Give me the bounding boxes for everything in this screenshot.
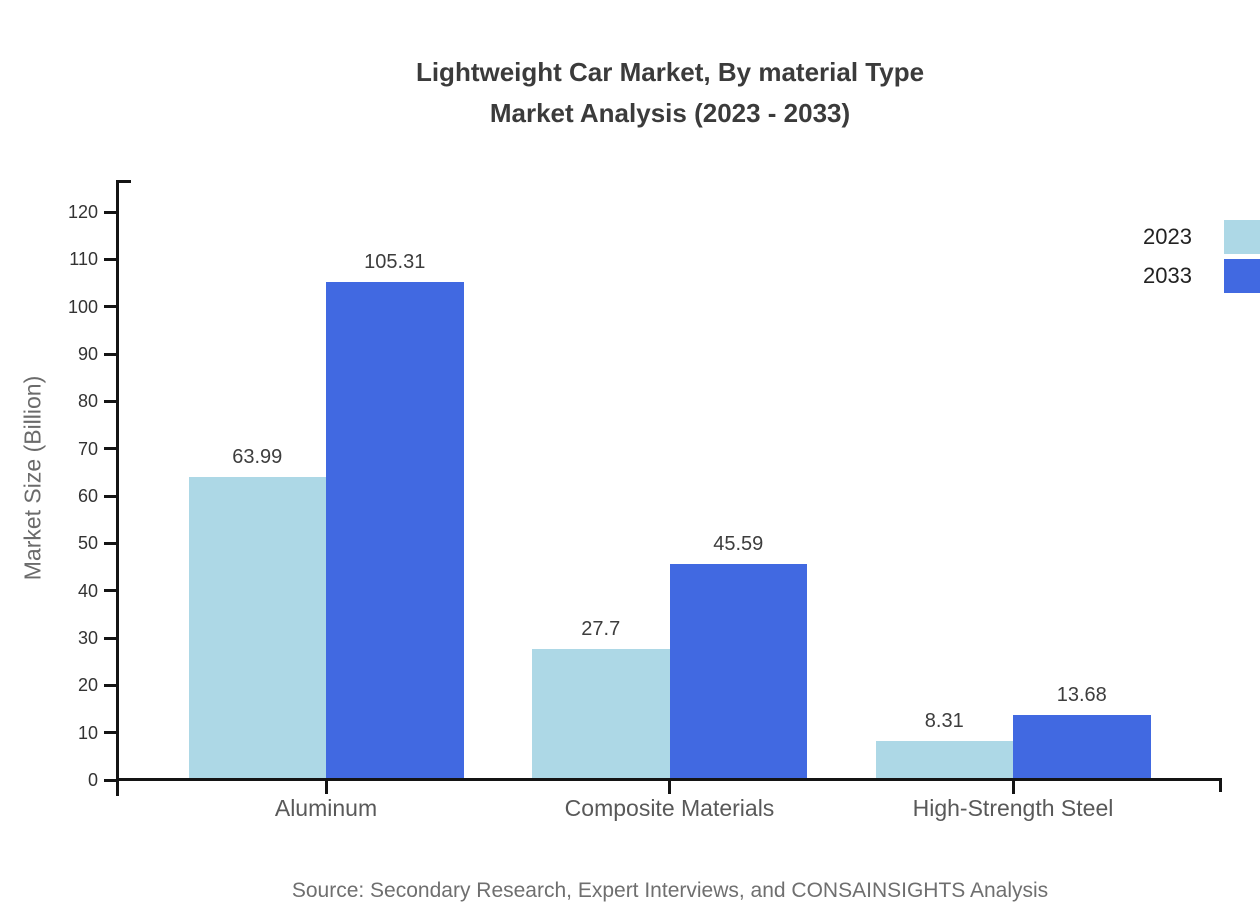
- x-category-label: Aluminum: [274, 795, 378, 821]
- y-tick-label: 60: [77, 486, 98, 506]
- x-axis-end-cap: [1219, 778, 1222, 792]
- bar-value-label: 45.59: [713, 533, 764, 556]
- bar-value-label: 105.31: [364, 250, 426, 273]
- legend-swatch-2033: [1224, 259, 1260, 293]
- y-tick-label: 50: [77, 533, 98, 554]
- y-tick-mark: [104, 541, 116, 545]
- y-tick-mark: [104, 494, 116, 498]
- y-tick-mark: [104, 399, 116, 403]
- y-tick-label: 110: [69, 249, 98, 270]
- chart-title-line2: Market Analysis (2023 - 2033): [489, 98, 851, 128]
- x-category-label: Composite Materials: [564, 795, 775, 821]
- y-tick-mark: [104, 305, 116, 309]
- y-tick-mark: [104, 683, 116, 687]
- y-tick-label: 20: [77, 675, 98, 696]
- bar-2033-high-strength-steel: [1013, 715, 1151, 780]
- legend-label-2033: 2033: [1143, 263, 1192, 288]
- legend-swatch-2023: [1224, 220, 1260, 254]
- y-tick-label: 10: [77, 722, 98, 743]
- y-tick-mark: [104, 257, 116, 261]
- y-tick-label: 120: [67, 202, 98, 222]
- chart-title-line1: Lightweight Car Market, By material Type: [415, 57, 925, 87]
- bar-2033-composite-materials: [669, 564, 807, 780]
- bar-2023-aluminum: [188, 477, 326, 780]
- y-tick-label: 30: [77, 628, 98, 648]
- x-tick-mark: [324, 781, 328, 794]
- bar-2033-aluminum: [326, 281, 464, 780]
- chart-title: Lightweight Car Market, By material Type…: [80, 52, 1260, 134]
- bar-value-label: 8.31: [924, 709, 964, 732]
- x-axis-line: [116, 778, 1222, 781]
- y-tick-label: 40: [77, 580, 98, 601]
- y-axis-top-cap: [119, 180, 131, 183]
- y-tick-label: 0: [87, 770, 98, 790]
- x-category-label: High-Strength Steel: [912, 795, 1114, 821]
- bar-value-label: 27.7: [581, 617, 621, 640]
- y-tick-label: 90: [77, 344, 98, 364]
- y-tick-mark: [104, 447, 116, 451]
- y-tick-mark: [104, 731, 116, 735]
- legend-label-2023: 2023: [1143, 224, 1192, 249]
- y-axis-line: [116, 180, 119, 796]
- bar-2023-composite-materials: [532, 648, 670, 780]
- bar-2023-high-strength-steel: [875, 740, 1013, 780]
- y-tick-mark: [104, 589, 116, 593]
- source-note: Source: Secondary Research, Expert Inter…: [291, 879, 1049, 902]
- y-tick-mark: [104, 778, 116, 782]
- y-tick-label: 100: [67, 296, 98, 317]
- bar-value-label: 63.99: [232, 446, 283, 469]
- y-tick-mark: [104, 352, 116, 356]
- x-tick-mark: [1011, 781, 1015, 794]
- bar-value-label: 13.68: [1056, 684, 1107, 707]
- x-tick-mark: [668, 781, 671, 794]
- y-tick-label: 70: [77, 438, 98, 459]
- y-tick-mark: [104, 636, 116, 640]
- y-tick-label: 80: [77, 391, 98, 412]
- y-tick-mark: [104, 210, 116, 214]
